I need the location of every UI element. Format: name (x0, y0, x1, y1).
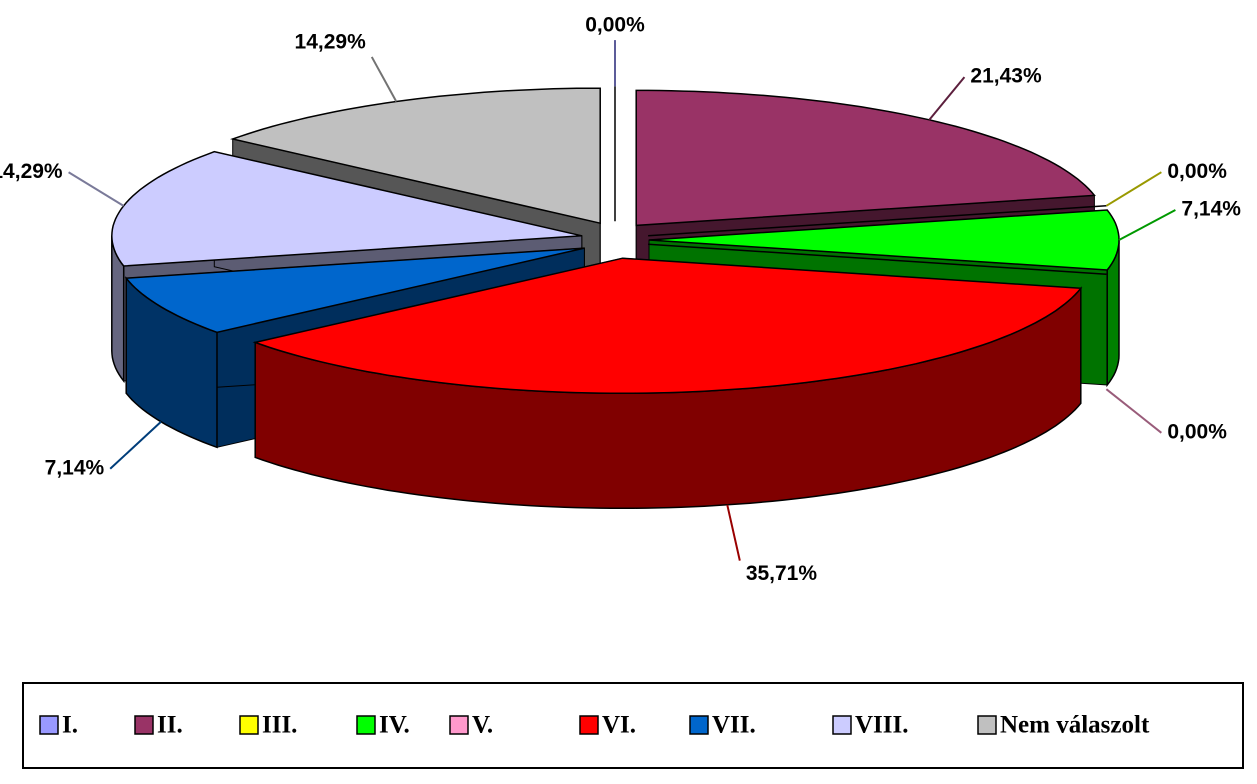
leader-line (109, 421, 162, 470)
legend-label: Nem válaszolt (1000, 712, 1150, 739)
leader-line (726, 504, 741, 561)
value-label: 7,14% (1181, 198, 1241, 221)
legend-label: VI. (602, 712, 636, 739)
slice-top (648, 243, 1107, 275)
leader-line (68, 171, 125, 207)
value-label: 0,00% (1167, 160, 1227, 183)
slice-top (252, 257, 1083, 394)
leader-line (928, 76, 966, 121)
legend-label: IV. (379, 712, 410, 739)
legend-swatch (689, 715, 709, 735)
value-label: 7,14% (45, 456, 105, 479)
legend-label: I. (62, 712, 78, 739)
legend-swatch (356, 715, 376, 735)
legend-swatch (134, 715, 154, 735)
leader-line (1118, 209, 1176, 241)
slice-top (111, 150, 582, 267)
legend-swatch (579, 715, 599, 735)
value-label: 14,29% (295, 30, 367, 53)
value-label: 14,29% (0, 160, 63, 183)
legend-label: II. (157, 712, 183, 739)
value-label: 21,43% (970, 65, 1042, 88)
legend-label: VII. (712, 712, 756, 739)
legend-swatch (239, 715, 259, 735)
slice (252, 257, 1083, 509)
legend-swatch (39, 715, 59, 735)
legend-label: V. (472, 712, 493, 739)
legend-swatch (832, 715, 852, 735)
value-label: 0,00% (585, 14, 645, 37)
legend-label: VIII. (855, 712, 909, 739)
legend-swatch (449, 715, 469, 735)
slice-top (124, 247, 585, 334)
legend-label: III. (262, 712, 297, 739)
legend-box (22, 682, 1244, 769)
value-label: 0,00% (1167, 420, 1227, 443)
leader-line (1105, 171, 1162, 207)
slice (648, 243, 1107, 275)
value-label: 35,71% (746, 562, 818, 585)
leader-line (1105, 388, 1162, 434)
legend-swatch (977, 715, 997, 735)
leader-line (370, 56, 398, 103)
